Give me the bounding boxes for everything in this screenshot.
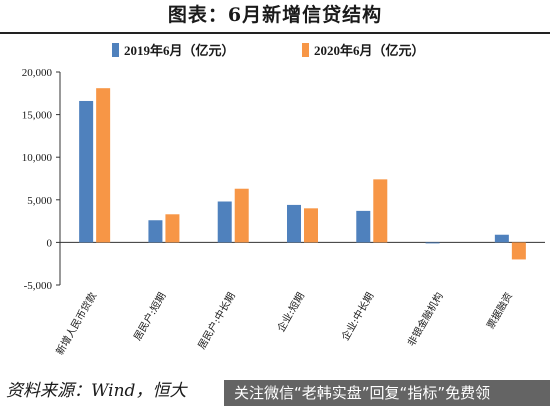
bar-2019 (494, 234, 509, 243)
legend-label: 2020年6月（亿元） (314, 43, 425, 58)
x-category-label: 居民户:短期 (131, 290, 169, 343)
y-tick-label: 15,000 (22, 110, 53, 122)
bar-2019 (79, 100, 94, 243)
y-tick-label: 20,000 (22, 67, 53, 79)
bar-2019 (425, 242, 440, 244)
y-tick-label: 10,000 (22, 152, 53, 164)
legend-swatch (302, 43, 309, 57)
y-tick-label: 0 (47, 237, 53, 249)
x-category-label: 新增人民币贷款 (53, 290, 99, 357)
bar-2019 (217, 201, 232, 243)
bar-2020 (511, 242, 526, 260)
y-tick-label: 5,000 (27, 195, 52, 207)
y-tick-label: -5,000 (24, 280, 53, 292)
bar-2020 (96, 88, 111, 243)
title-divider (0, 32, 550, 34)
watermark-banner: 关注微信“老韩实盘”回复“指标”免费领 (224, 380, 550, 406)
chart-title: 图表：6月新增信贷结构 (167, 4, 383, 26)
bar-2020 (304, 208, 318, 243)
legend-swatch (112, 43, 119, 57)
bar-2019 (287, 204, 301, 243)
x-category-label: 企业:中长期 (338, 290, 376, 343)
bar-2020 (234, 188, 249, 243)
legend-label: 2019年6月（亿元） (124, 43, 235, 58)
bar-2019 (148, 220, 163, 243)
x-category-label: 企业:短期 (274, 290, 307, 334)
source-note: 资料来源：Wind，恒大 (6, 381, 187, 401)
x-category-label: 票据融资 (484, 290, 515, 331)
x-category-label: 居民户:中长期 (195, 290, 238, 351)
bar-2020 (165, 214, 180, 243)
x-category-label: 非银金融机构 (404, 290, 445, 348)
bar-2020 (373, 179, 388, 243)
bar-2019 (356, 210, 371, 243)
